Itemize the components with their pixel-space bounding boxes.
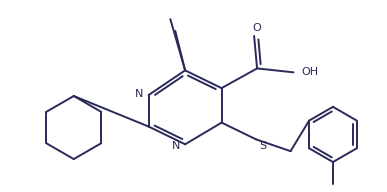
Text: O: O <box>253 23 262 33</box>
Text: N: N <box>135 89 144 99</box>
Text: OH: OH <box>301 67 319 77</box>
Text: N: N <box>172 141 180 151</box>
Text: S: S <box>259 141 266 151</box>
